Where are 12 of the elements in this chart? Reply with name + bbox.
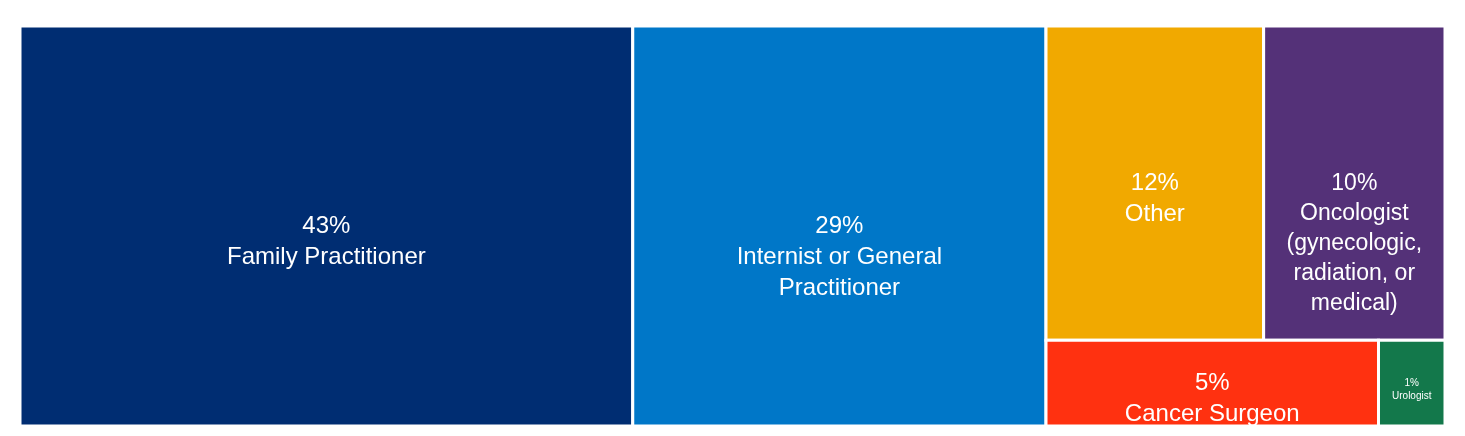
category-label: Internist or General Practitioner <box>736 242 943 301</box>
data-label: 10% <box>1331 169 1378 196</box>
category-label: Family Practitioner <box>227 242 426 270</box>
data-label: 5% <box>1194 368 1230 396</box>
data-label: 43% <box>302 211 351 238</box>
data-label: 29% <box>815 211 864 238</box>
category-label: Oncologist (gynecologic, radiation, or medical) <box>1286 199 1423 315</box>
data-label: 12% <box>1130 168 1179 196</box>
category-label: Other <box>1124 199 1185 227</box>
category-label: Cancer Surgeon <box>1124 399 1300 427</box>
data-label: 1% <box>1404 377 1420 389</box>
category-label: Urologist <box>1392 390 1432 402</box>
